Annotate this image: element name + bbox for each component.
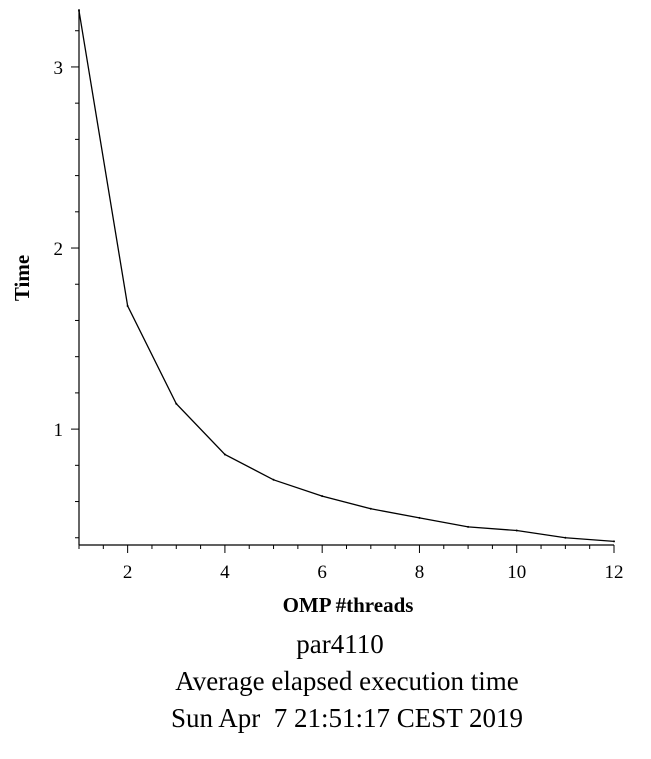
x-tick-label: 2	[123, 562, 133, 583]
series-layer	[78, 9, 615, 543]
data-point	[321, 495, 324, 498]
axes	[78, 9, 614, 546]
data-point	[78, 9, 80, 12]
x-tick-label: 6	[317, 562, 327, 583]
x-tick-label: 4	[220, 562, 230, 583]
caption-subtitle: Average elapsed execution time	[175, 666, 519, 696]
x-tick-label: 10	[507, 562, 526, 583]
caption-host: par4110	[296, 629, 383, 659]
data-point	[175, 402, 178, 405]
x-ticks: 2 4 6 8 10 12	[78, 545, 624, 583]
data-point	[564, 536, 567, 539]
x-tick-label: 8	[415, 562, 425, 583]
data-point	[515, 529, 518, 532]
caption-timestamp: Sun Apr 7 21:51:17 CEST 2019	[171, 703, 523, 733]
y-tick-label: 1	[54, 420, 64, 441]
data-point	[467, 525, 470, 528]
y-axis-title: Time	[10, 255, 34, 301]
y-ticks: 1 2 3	[54, 30, 79, 539]
data-point	[272, 478, 275, 481]
data-point	[126, 304, 129, 307]
x-axis-title: OMP #threads	[283, 593, 414, 617]
series-line	[78, 10, 615, 543]
y-tick-label: 2	[54, 239, 64, 260]
data-point	[418, 516, 421, 519]
y-tick-label: 3	[54, 58, 64, 79]
data-point	[613, 540, 615, 543]
x-tick-label: 12	[605, 562, 624, 583]
data-point	[223, 453, 226, 456]
data-point	[369, 507, 372, 510]
